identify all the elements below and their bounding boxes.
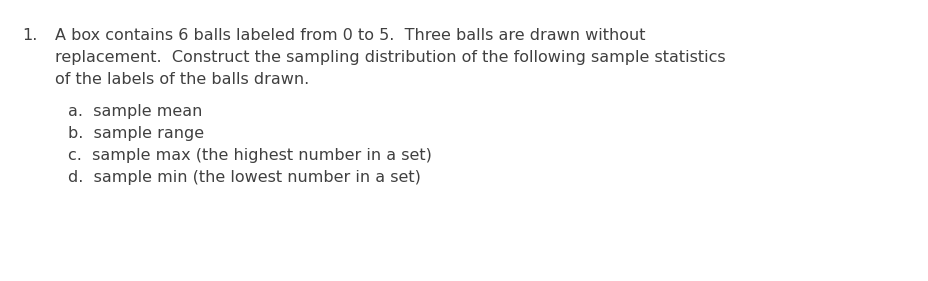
Text: c.  sample max (the highest number in a set): c. sample max (the highest number in a s…	[68, 148, 432, 163]
Text: of the labels of the balls drawn.: of the labels of the balls drawn.	[55, 72, 309, 87]
Text: 1.: 1.	[22, 28, 37, 43]
Text: replacement.  Construct the sampling distribution of the following sample statis: replacement. Construct the sampling dist…	[55, 50, 725, 65]
Text: A box contains 6 balls labeled from 0 to 5.  Three balls are drawn without: A box contains 6 balls labeled from 0 to…	[55, 28, 645, 43]
Text: a.  sample mean: a. sample mean	[68, 104, 202, 119]
Text: d.  sample min (the lowest number in a set): d. sample min (the lowest number in a se…	[68, 170, 420, 185]
Text: b.  sample range: b. sample range	[68, 126, 204, 141]
